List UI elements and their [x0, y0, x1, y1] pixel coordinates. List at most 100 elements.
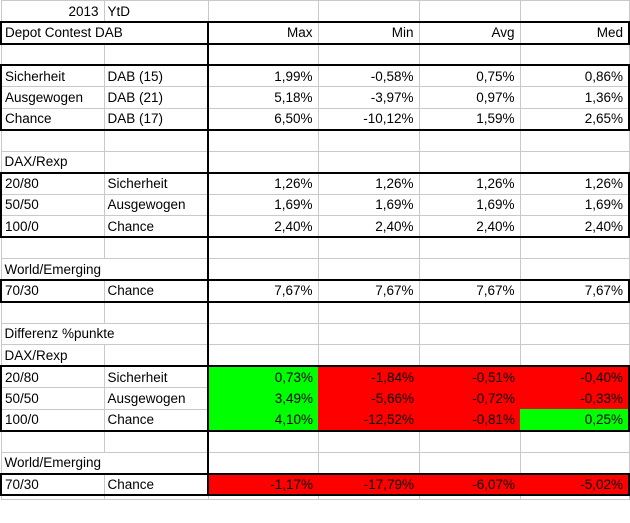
min-cell[interactable]: -5,66% [318, 387, 419, 409]
empty-cell[interactable] [207, 0, 319, 23]
empty-cell[interactable] [317, 258, 420, 281]
empty-cell[interactable] [0, 129, 105, 152]
empty-cell[interactable] [519, 150, 630, 173]
med-cell[interactable]: 1,26% [519, 171, 630, 195]
max-cell[interactable]: 3,49% [208, 387, 318, 409]
empty-cell[interactable] [103, 43, 209, 66]
empty-cell[interactable] [519, 451, 630, 474]
empty-cell[interactable] [103, 344, 209, 367]
max-cell[interactable]: 1,99% [207, 64, 319, 87]
empty-cell[interactable] [418, 494, 521, 500]
empty-cell[interactable] [519, 258, 630, 281]
ratio-cell[interactable]: 50/50 [0, 387, 105, 410]
name-cell[interactable]: Ausgewogen [0, 86, 105, 109]
title-period-cell[interactable]: YtD [103, 0, 209, 23]
ratio-cell[interactable]: 70/30 [0, 472, 105, 496]
empty-cell[interactable] [519, 43, 630, 66]
header-avg-cell[interactable]: Avg [418, 21, 521, 45]
min-cell[interactable]: 7,67% [317, 279, 420, 303]
avg-cell[interactable]: -0,51% [419, 365, 520, 388]
max-cell[interactable]: 1,26% [207, 171, 319, 195]
max-cell[interactable]: 6,50% [207, 107, 319, 131]
empty-cell[interactable] [207, 301, 319, 324]
empty-cell[interactable] [103, 494, 209, 500]
empty-cell[interactable] [103, 129, 209, 152]
section-label-cell[interactable]: World/Emerging [0, 451, 209, 474]
empty-cell[interactable] [103, 301, 209, 324]
avg-cell[interactable]: -0,81% [419, 409, 520, 432]
min-cell[interactable]: 1,69% [317, 193, 420, 216]
avg-cell[interactable]: -6,07% [419, 472, 520, 496]
name-cell[interactable]: Ausgewogen [103, 193, 209, 216]
empty-cell[interactable] [418, 43, 521, 66]
empty-cell[interactable] [519, 129, 630, 152]
name-cell[interactable]: Chance [0, 107, 105, 131]
section-label-cell[interactable]: DAX/Rexp [0, 150, 105, 173]
avg-cell[interactable]: 0,97% [418, 86, 521, 109]
empty-cell[interactable] [207, 322, 319, 345]
max-cell[interactable]: 4,10% [208, 409, 318, 432]
avg-cell[interactable]: 7,67% [418, 279, 521, 303]
ratio-cell[interactable]: 100/0 [0, 408, 105, 432]
header-title-cell[interactable]: Depot Contest DAB [0, 21, 209, 45]
section-label-cell[interactable]: Differenz %punkte [0, 322, 209, 345]
med-cell[interactable]: 1,69% [519, 193, 630, 216]
avg-cell[interactable]: 2,40% [418, 215, 521, 238]
max-cell[interactable]: 0,73% [208, 365, 318, 388]
med-cell[interactable]: 0,25% [520, 409, 630, 432]
ratio-cell[interactable]: 50/50 [0, 193, 105, 216]
title-year-cell[interactable]: 2013 [0, 0, 105, 23]
empty-cell[interactable] [207, 129, 319, 152]
med-cell[interactable]: -0,40% [520, 365, 630, 388]
empty-cell[interactable] [317, 301, 420, 324]
header-max-cell[interactable]: Max [207, 21, 319, 45]
empty-cell[interactable] [418, 0, 521, 23]
med-cell[interactable]: 1,36% [519, 86, 630, 109]
name-cell[interactable]: Chance [103, 408, 209, 432]
empty-cell[interactable] [418, 322, 521, 345]
med-cell[interactable]: 7,67% [519, 279, 630, 303]
empty-cell[interactable] [418, 430, 521, 453]
min-cell[interactable]: -12,52% [318, 409, 419, 432]
avg-cell[interactable]: 1,59% [418, 107, 521, 131]
empty-cell[interactable] [317, 236, 420, 259]
med-cell[interactable]: -5,02% [520, 472, 630, 496]
empty-cell[interactable] [418, 236, 521, 259]
max-cell[interactable]: 2,40% [207, 215, 319, 238]
ratio-cell[interactable]: 20/80 [0, 365, 105, 388]
min-cell[interactable]: -17,79% [318, 472, 419, 496]
name-cell[interactable]: Chance [103, 472, 209, 496]
empty-cell[interactable] [317, 129, 420, 152]
empty-cell[interactable] [519, 236, 630, 259]
empty-cell[interactable] [207, 236, 319, 259]
empty-cell[interactable] [317, 494, 420, 500]
name-cell[interactable]: Sicherheit [0, 64, 105, 87]
max-cell[interactable]: -1,17% [208, 472, 318, 496]
empty-cell[interactable] [519, 344, 630, 367]
name-cell[interactable]: Ausgewogen [103, 387, 209, 410]
empty-cell[interactable] [207, 344, 319, 367]
min-cell[interactable]: -10,12% [317, 107, 420, 131]
empty-cell[interactable] [418, 451, 521, 474]
empty-cell[interactable] [103, 150, 209, 173]
min-cell[interactable]: -1,84% [318, 365, 419, 388]
section-label-cell[interactable]: DAX/Rexp [0, 344, 105, 367]
header-min-cell[interactable]: Min [317, 21, 420, 45]
empty-cell[interactable] [317, 451, 420, 474]
empty-cell[interactable] [317, 43, 420, 66]
min-cell[interactable]: -3,97% [317, 86, 420, 109]
ratio-cell[interactable]: 100/0 [0, 215, 105, 238]
empty-cell[interactable] [207, 451, 319, 474]
empty-cell[interactable] [317, 430, 420, 453]
empty-cell[interactable] [317, 0, 420, 23]
empty-cell[interactable] [418, 258, 521, 281]
name-cell[interactable]: Chance [103, 279, 209, 303]
empty-cell[interactable] [0, 494, 105, 500]
empty-cell[interactable] [317, 150, 420, 173]
empty-cell[interactable] [207, 430, 319, 453]
depot-cell[interactable]: DAB (15) [103, 64, 209, 87]
avg-cell[interactable]: 0,75% [418, 64, 521, 87]
section-label-cell[interactable]: World/Emerging [0, 258, 209, 281]
empty-cell[interactable] [418, 344, 521, 367]
ratio-cell[interactable]: 70/30 [0, 279, 105, 303]
